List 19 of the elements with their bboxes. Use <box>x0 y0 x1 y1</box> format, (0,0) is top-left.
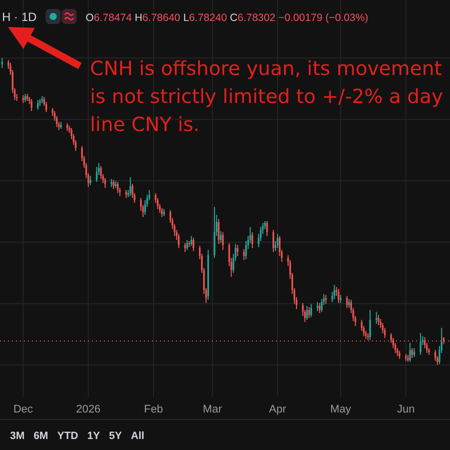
x-tick-label: May <box>330 404 352 416</box>
x-tick-label: Mar <box>202 404 222 416</box>
candlestick <box>110 178 112 187</box>
candlestick <box>316 302 318 311</box>
x-tick-label: Apr <box>269 404 286 416</box>
text: 1Y <box>87 430 100 442</box>
text: O6.78474 H6.78640 L6.78240 C6.78302 −0.00179 (−0.03%) <box>86 12 368 24</box>
text: 6M <box>34 430 48 442</box>
text: YTD <box>57 430 79 442</box>
annotation: CNH is offshore yuan, its movement is not strictly limited to +/-2% a day line CNY is. <box>90 57 450 136</box>
text: 5Y <box>109 430 122 442</box>
text: 3M <box>10 430 25 442</box>
x-tick-label: 2026 <box>76 404 101 416</box>
x-tick-label: Jun <box>396 404 415 416</box>
x-tick-label: Feb <box>144 404 163 416</box>
candlestick <box>325 295 327 304</box>
x-tick-label: Dec <box>13 404 34 416</box>
text: All <box>130 430 144 442</box>
chart-title: H · 1D <box>2 10 38 24</box>
